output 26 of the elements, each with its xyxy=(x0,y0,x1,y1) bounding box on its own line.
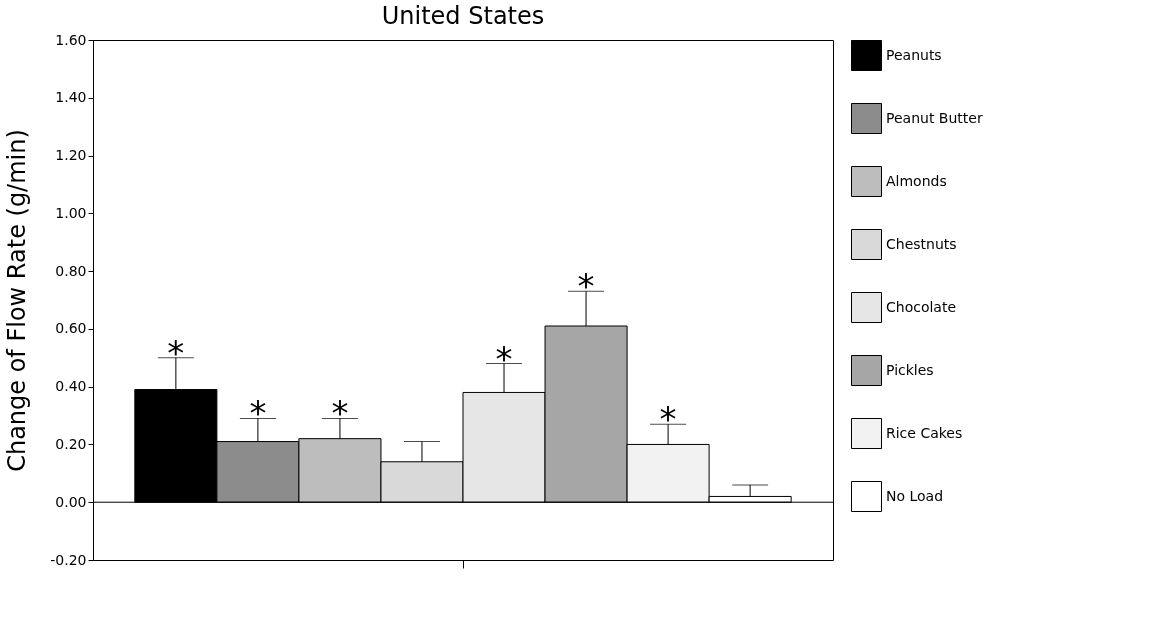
y-tick-label: 0.80 xyxy=(55,262,87,279)
y-tick-label: 0.40 xyxy=(55,378,87,395)
y-axis-title: Change of Flow Rate (g/min) xyxy=(3,129,32,472)
legend-label: Pickles xyxy=(886,361,934,378)
legend-label: Rice Cakes xyxy=(886,424,963,441)
y-tick-label: 1.60 xyxy=(55,31,87,48)
annotation: * xyxy=(331,393,349,434)
y-tick-label: 0.00 xyxy=(55,493,87,510)
y-tick-label: 1.20 xyxy=(55,147,87,164)
annotation: * xyxy=(249,393,267,434)
legend-label: Peanuts xyxy=(886,46,942,63)
y-tick-label: -0.20 xyxy=(50,551,87,568)
legend-label: Peanut Butter xyxy=(886,109,983,126)
legend-label: No Load xyxy=(886,487,944,504)
annotation: * xyxy=(577,266,595,307)
chart-title: United States xyxy=(381,2,545,30)
annotation: * xyxy=(659,399,677,440)
legend-label: Chocolate xyxy=(886,298,957,315)
annotation: * xyxy=(495,338,513,379)
y-tick-label: 0.60 xyxy=(55,320,87,337)
legend-label: Almonds xyxy=(886,172,947,189)
y-tick-label: 1.00 xyxy=(55,204,87,221)
legend-label: Chestnuts xyxy=(886,235,957,252)
annotation: * xyxy=(167,332,185,373)
y-tick-label: 0.20 xyxy=(55,435,87,452)
y-tick-label: 1.40 xyxy=(55,89,87,106)
